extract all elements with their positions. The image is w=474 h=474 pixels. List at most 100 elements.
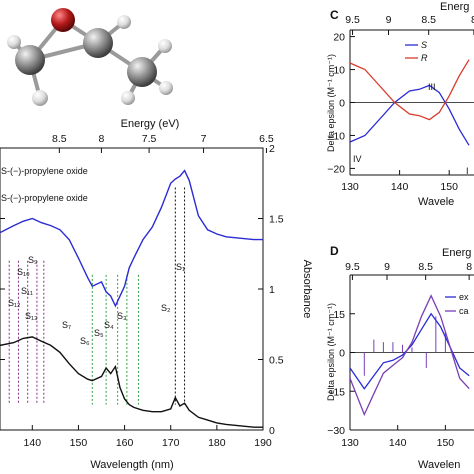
state-label-s7: S₇	[62, 320, 71, 330]
carbon-atom	[15, 45, 45, 75]
tick-label: 8.5	[418, 261, 433, 273]
tick-label: 130	[341, 437, 359, 449]
tick-label: 2	[269, 143, 275, 155]
panel-d-label: D	[330, 244, 339, 258]
state-label-s11: S₁₁	[21, 286, 33, 296]
panel-d-bottom-ticks: 130 140 150	[341, 425, 454, 449]
tick-label: 140	[391, 181, 409, 193]
hydrogen-atom	[158, 39, 172, 53]
molecule-model	[7, 8, 173, 106]
panel-d-top-ticks: 9.5 9 8.5 8	[345, 261, 472, 280]
state-label-s13: S₁₃	[25, 311, 38, 321]
panel-c-y-axis-label: Delta epsilon (M⁻¹ cm⁻¹)	[326, 54, 336, 152]
carbon-atom	[127, 57, 157, 87]
tick-label: −20	[327, 163, 345, 175]
panel-b-right-ticks: 0 0.5 1 1.5 2	[258, 143, 284, 437]
legend-entry-1: S-(−)-propylene oxide	[1, 166, 88, 176]
state-label-s4: S₄	[104, 320, 114, 330]
panel-c-label: C	[330, 8, 339, 22]
tick-label: 1.5	[269, 214, 284, 226]
hydrogen-atom	[7, 35, 21, 49]
panel-d-bottom-axis-label: Wavelen	[418, 459, 460, 471]
legend-entry-ex: ex	[459, 292, 469, 302]
tick-label: 0.5	[269, 355, 284, 367]
tick-label: 0	[339, 348, 345, 360]
panel-c-left-ticks: 20 10 0 −10 −20	[327, 32, 355, 175]
panel-c-legend: S R	[405, 40, 428, 63]
panel-b-state-lines	[8, 187, 186, 405]
state-label-s10: S₁₀	[17, 267, 30, 277]
panel-b-bottom-axis-label: Wavelength (nm)	[90, 459, 173, 471]
carbon-atom	[83, 28, 113, 58]
panel-b-top-axis-label: Energy (eV)	[121, 118, 180, 130]
series-line-black	[0, 336, 263, 428]
hydrogen-atom	[121, 91, 135, 105]
oxygen-atom	[51, 8, 75, 32]
panel-c-top-axis-label: Energ	[440, 1, 469, 13]
state-label-s2: S₂	[161, 303, 171, 313]
panel-d-y-axis-label: Delta epsilon (M⁻¹ cm⁻¹)	[326, 303, 336, 401]
tick-label: 9.5	[345, 14, 360, 26]
tick-label: 140	[24, 437, 42, 449]
tick-label: 9	[384, 261, 390, 273]
panel-b-right-axis-label: Absorbance	[301, 260, 313, 319]
panel-c-top-ticks: 9.5 9 8.5 8	[345, 14, 474, 35]
tick-label: 0	[269, 425, 275, 437]
tick-label: 150	[70, 437, 88, 449]
series-line-r	[350, 59, 470, 121]
hydrogen-atom	[32, 90, 48, 106]
state-label-s9: S₉	[28, 255, 38, 265]
tick-label: 20	[333, 32, 345, 44]
panel-b-left-ticks	[0, 147, 5, 431]
panel-d-left-ticks: 15 0 −15 −30	[327, 309, 355, 437]
tick-label: 150	[440, 181, 458, 193]
panel-c-cd-chart: C Energ 9.5 9 8.5 8 20 10 0 −10 −20 130 140 150 W…	[326, 1, 474, 208]
tick-label: 8	[471, 14, 474, 26]
tick-label: 15	[333, 309, 345, 321]
panel-b-absorbance-chart: Energy (eV) 8.5 8 7.5 7 6.5 0 0.5 1 1.5 2 Absorb…	[0, 118, 313, 471]
series-line-s	[350, 84, 470, 146]
hydrogen-atom	[159, 81, 173, 95]
tick-label: 1	[269, 284, 275, 296]
tick-label: 8.5	[52, 133, 67, 145]
state-label-s3: S₃	[117, 311, 127, 321]
tick-label: 6.5	[259, 133, 274, 145]
tick-label: 9	[386, 14, 392, 26]
state-label-s6: S₆	[80, 336, 90, 346]
state-label-s12: S₁₂	[8, 298, 21, 308]
tick-label: 180	[208, 437, 226, 449]
panel-d-top-axis-label: Energ	[442, 247, 471, 259]
series-line-blue	[0, 169, 263, 308]
legend-entry-r: R	[421, 53, 428, 63]
tick-label: −10	[327, 130, 345, 142]
tick-label: 8	[98, 133, 104, 145]
tick-label: 8	[466, 261, 472, 273]
legend-entry-ca: ca	[459, 306, 469, 316]
panel-b-legend: S-(−)-propylene oxide S-(−)-propylene ox…	[1, 166, 88, 203]
hydrogen-atom	[117, 15, 131, 29]
state-labels-purple: S₉ S₁₀ S₁₁ S₁₂ S₁₃	[8, 255, 38, 321]
panel-d-legend: ex ca	[445, 292, 469, 316]
tick-label: 9.5	[345, 261, 360, 273]
tick-label: 7.5	[142, 133, 157, 145]
legend-entry-s: S	[421, 40, 427, 50]
state-label-s1: S₁	[176, 262, 185, 272]
roman-label-i: I	[466, 166, 469, 176]
panel-c-bottom-ticks: 130 140 150	[341, 170, 458, 193]
roman-label-iii: III	[428, 82, 436, 92]
panel-b-bottom-ticks: 140 150 160 170 180 190	[24, 425, 272, 449]
legend-entry-2: S-(−)-propylene oxide	[1, 193, 88, 203]
tick-label: 130	[341, 181, 359, 193]
state-labels-black: S₂ S₁	[161, 262, 185, 313]
panel-b-top-ticks: 8.5 8 7.5 7 6.5	[52, 133, 274, 153]
tick-label: 190	[254, 437, 272, 449]
tick-label: 7	[201, 133, 207, 145]
panel-c-bottom-axis-label: Wavele	[418, 196, 454, 208]
roman-label-iv: IV	[353, 154, 362, 164]
tick-label: 10	[333, 65, 345, 77]
tick-label: 150	[437, 437, 455, 449]
tick-label: 0	[339, 98, 345, 110]
state-label-s5: S₅	[94, 328, 104, 338]
series-line-ca	[350, 294, 470, 417]
tick-label: 160	[116, 437, 134, 449]
